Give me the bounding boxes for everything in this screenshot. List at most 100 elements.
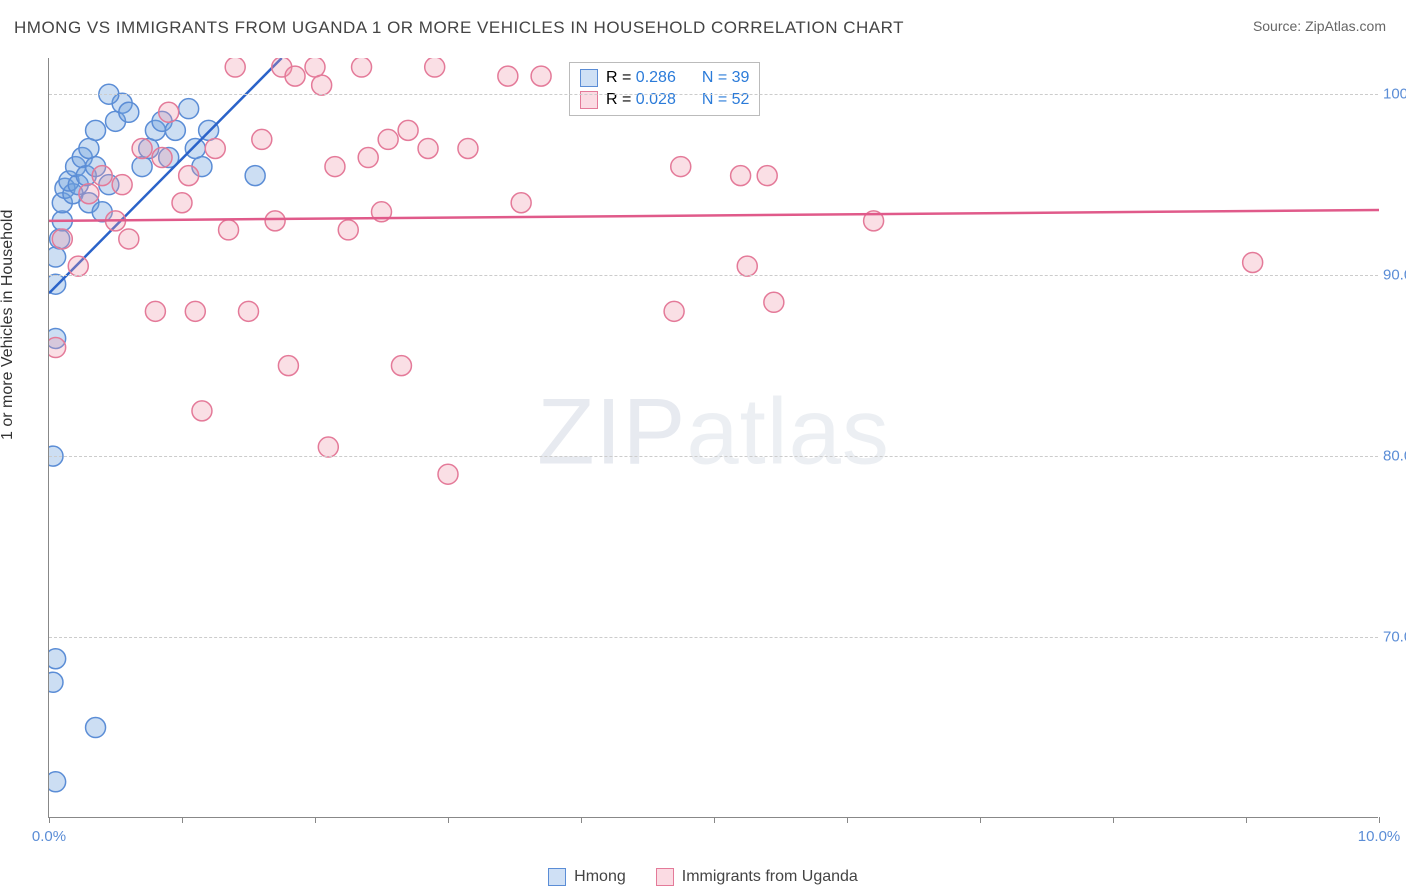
data-point <box>358 148 378 168</box>
data-point <box>52 229 72 249</box>
data-point <box>185 301 205 321</box>
gridline-h <box>49 94 1378 95</box>
x-tick-mark <box>182 817 183 823</box>
y-tick-label: 100.0% <box>1383 86 1406 103</box>
data-point <box>764 292 784 312</box>
data-point <box>378 129 398 149</box>
data-point <box>438 464 458 484</box>
data-point <box>338 220 358 240</box>
data-point <box>165 120 185 140</box>
data-point <box>132 138 152 158</box>
data-point <box>172 193 192 213</box>
data-point <box>79 138 99 158</box>
x-tick-mark <box>1246 817 1247 823</box>
data-point <box>112 175 132 195</box>
data-point <box>352 58 372 77</box>
data-point <box>278 356 298 376</box>
x-tick-mark <box>1113 817 1114 823</box>
data-point <box>252 129 272 149</box>
legend-r-value: 0.286 <box>636 69 676 86</box>
data-point <box>49 247 66 267</box>
data-point <box>318 437 338 457</box>
legend-stat-row: R = 0.286 N = 39 <box>580 67 749 89</box>
data-point <box>325 157 345 177</box>
data-point <box>225 58 245 77</box>
x-tick-mark <box>49 817 50 823</box>
chart-title: HMONG VS IMMIGRANTS FROM UGANDA 1 OR MOR… <box>14 18 904 38</box>
data-point <box>179 166 199 186</box>
data-point <box>245 166 265 186</box>
data-point <box>68 256 88 276</box>
scatter-svg <box>49 58 1379 818</box>
legend-series-item: Hmong <box>548 868 626 886</box>
legend-series-label: Immigrants from Uganda <box>682 868 858 886</box>
data-point <box>731 166 751 186</box>
data-point <box>86 718 106 738</box>
legend-swatch <box>656 868 674 886</box>
y-axis-label: 1 or more Vehicles in Household <box>0 210 17 440</box>
data-point <box>205 138 225 158</box>
x-tick-label: 0.0% <box>32 828 66 845</box>
data-point <box>418 138 438 158</box>
data-point <box>511 193 531 213</box>
data-point <box>425 58 445 77</box>
trend-line <box>49 210 1379 221</box>
y-tick-label: 80.0% <box>1383 448 1406 465</box>
data-point <box>159 102 179 122</box>
chart-container: HMONG VS IMMIGRANTS FROM UGANDA 1 OR MOR… <box>0 0 1406 892</box>
plot-area: ZIPatlas R = 0.286N = 39R = 0.028N = 52 … <box>48 58 1378 818</box>
legend-series: Hmong Immigrants from Uganda <box>0 868 1406 886</box>
data-point <box>312 75 332 95</box>
gridline-h <box>49 456 1378 457</box>
data-point <box>152 148 172 168</box>
legend-series-label: Hmong <box>574 868 626 886</box>
x-tick-label: 10.0% <box>1358 828 1401 845</box>
data-point <box>179 99 199 119</box>
legend-r-label: R = 0.286 <box>606 69 676 87</box>
x-tick-mark <box>1379 817 1380 823</box>
x-tick-mark <box>581 817 582 823</box>
legend-series-item: Immigrants from Uganda <box>656 868 858 886</box>
data-point <box>119 229 139 249</box>
data-point <box>458 138 478 158</box>
gridline-h <box>49 637 1378 638</box>
data-point <box>398 120 418 140</box>
data-point <box>92 166 112 186</box>
source-label: Source: ZipAtlas.com <box>1253 18 1386 34</box>
data-point <box>239 301 259 321</box>
data-point <box>49 672 63 692</box>
data-point <box>79 184 99 204</box>
data-point <box>671 157 691 177</box>
data-point <box>49 338 66 358</box>
data-point <box>49 649 66 669</box>
data-point <box>305 58 325 77</box>
legend-n-value: 39 <box>732 69 750 86</box>
x-tick-mark <box>315 817 316 823</box>
data-point <box>132 157 152 177</box>
y-tick-label: 90.0% <box>1383 267 1406 284</box>
y-tick-label: 70.0% <box>1383 629 1406 646</box>
data-point <box>185 138 205 158</box>
data-point <box>1243 252 1263 272</box>
x-tick-mark <box>448 817 449 823</box>
x-tick-mark <box>714 817 715 823</box>
gridline-h <box>49 275 1378 276</box>
data-point <box>119 102 139 122</box>
data-point <box>145 301 165 321</box>
data-point <box>737 256 757 276</box>
data-point <box>86 120 106 140</box>
data-point <box>265 211 285 231</box>
data-point <box>757 166 777 186</box>
data-point <box>391 356 411 376</box>
data-point <box>664 301 684 321</box>
legend-n-label: N = 39 <box>702 69 750 87</box>
legend-stat-row: R = 0.028N = 52 <box>580 89 749 111</box>
x-tick-mark <box>980 817 981 823</box>
legend-swatch <box>580 69 598 87</box>
data-point <box>219 220 239 240</box>
legend-stats: R = 0.286 N = 39 R = 0.028N = 52 <box>569 62 760 116</box>
x-tick-mark <box>847 817 848 823</box>
data-point <box>49 772 66 792</box>
data-point <box>531 66 551 86</box>
data-point <box>192 401 212 421</box>
